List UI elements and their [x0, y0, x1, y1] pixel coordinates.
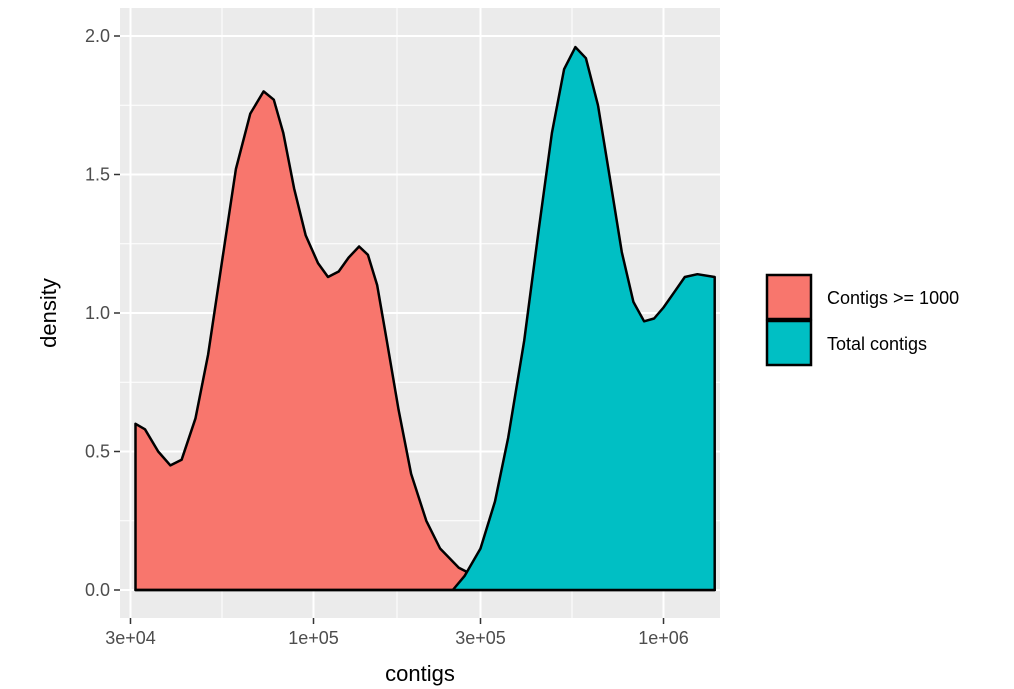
x-axis: 3e+04 1e+05 3e+05 1e+06	[105, 618, 689, 648]
x-tick-label: 1e+06	[638, 628, 689, 648]
y-axis-title: density	[36, 278, 61, 348]
legend-key-total-contigs	[765, 319, 813, 367]
density-area-total-contigs	[134, 45, 716, 592]
legend-label-contigs-1000: Contigs >= 1000	[827, 288, 959, 308]
y-tick-label: 0.0	[85, 580, 110, 600]
legend-label-total-contigs: Total contigs	[827, 334, 927, 354]
y-tick-label: 1.0	[85, 303, 110, 323]
density-areas	[134, 45, 716, 592]
x-tick-label: 3e+05	[455, 628, 506, 648]
x-tick-label: 3e+04	[105, 628, 156, 648]
y-tick-label: 2.0	[85, 26, 110, 46]
x-tick-label: 1e+05	[288, 628, 339, 648]
x-axis-title: contigs	[385, 661, 455, 686]
y-tick-label: 0.5	[85, 442, 110, 462]
y-axis: 0.0 0.5 1.0 1.5 2.0	[85, 26, 120, 600]
legend-key-contigs-1000	[765, 273, 813, 321]
legend: Contigs >= 1000 Total contigs	[765, 273, 959, 367]
y-tick-label: 1.5	[85, 165, 110, 185]
